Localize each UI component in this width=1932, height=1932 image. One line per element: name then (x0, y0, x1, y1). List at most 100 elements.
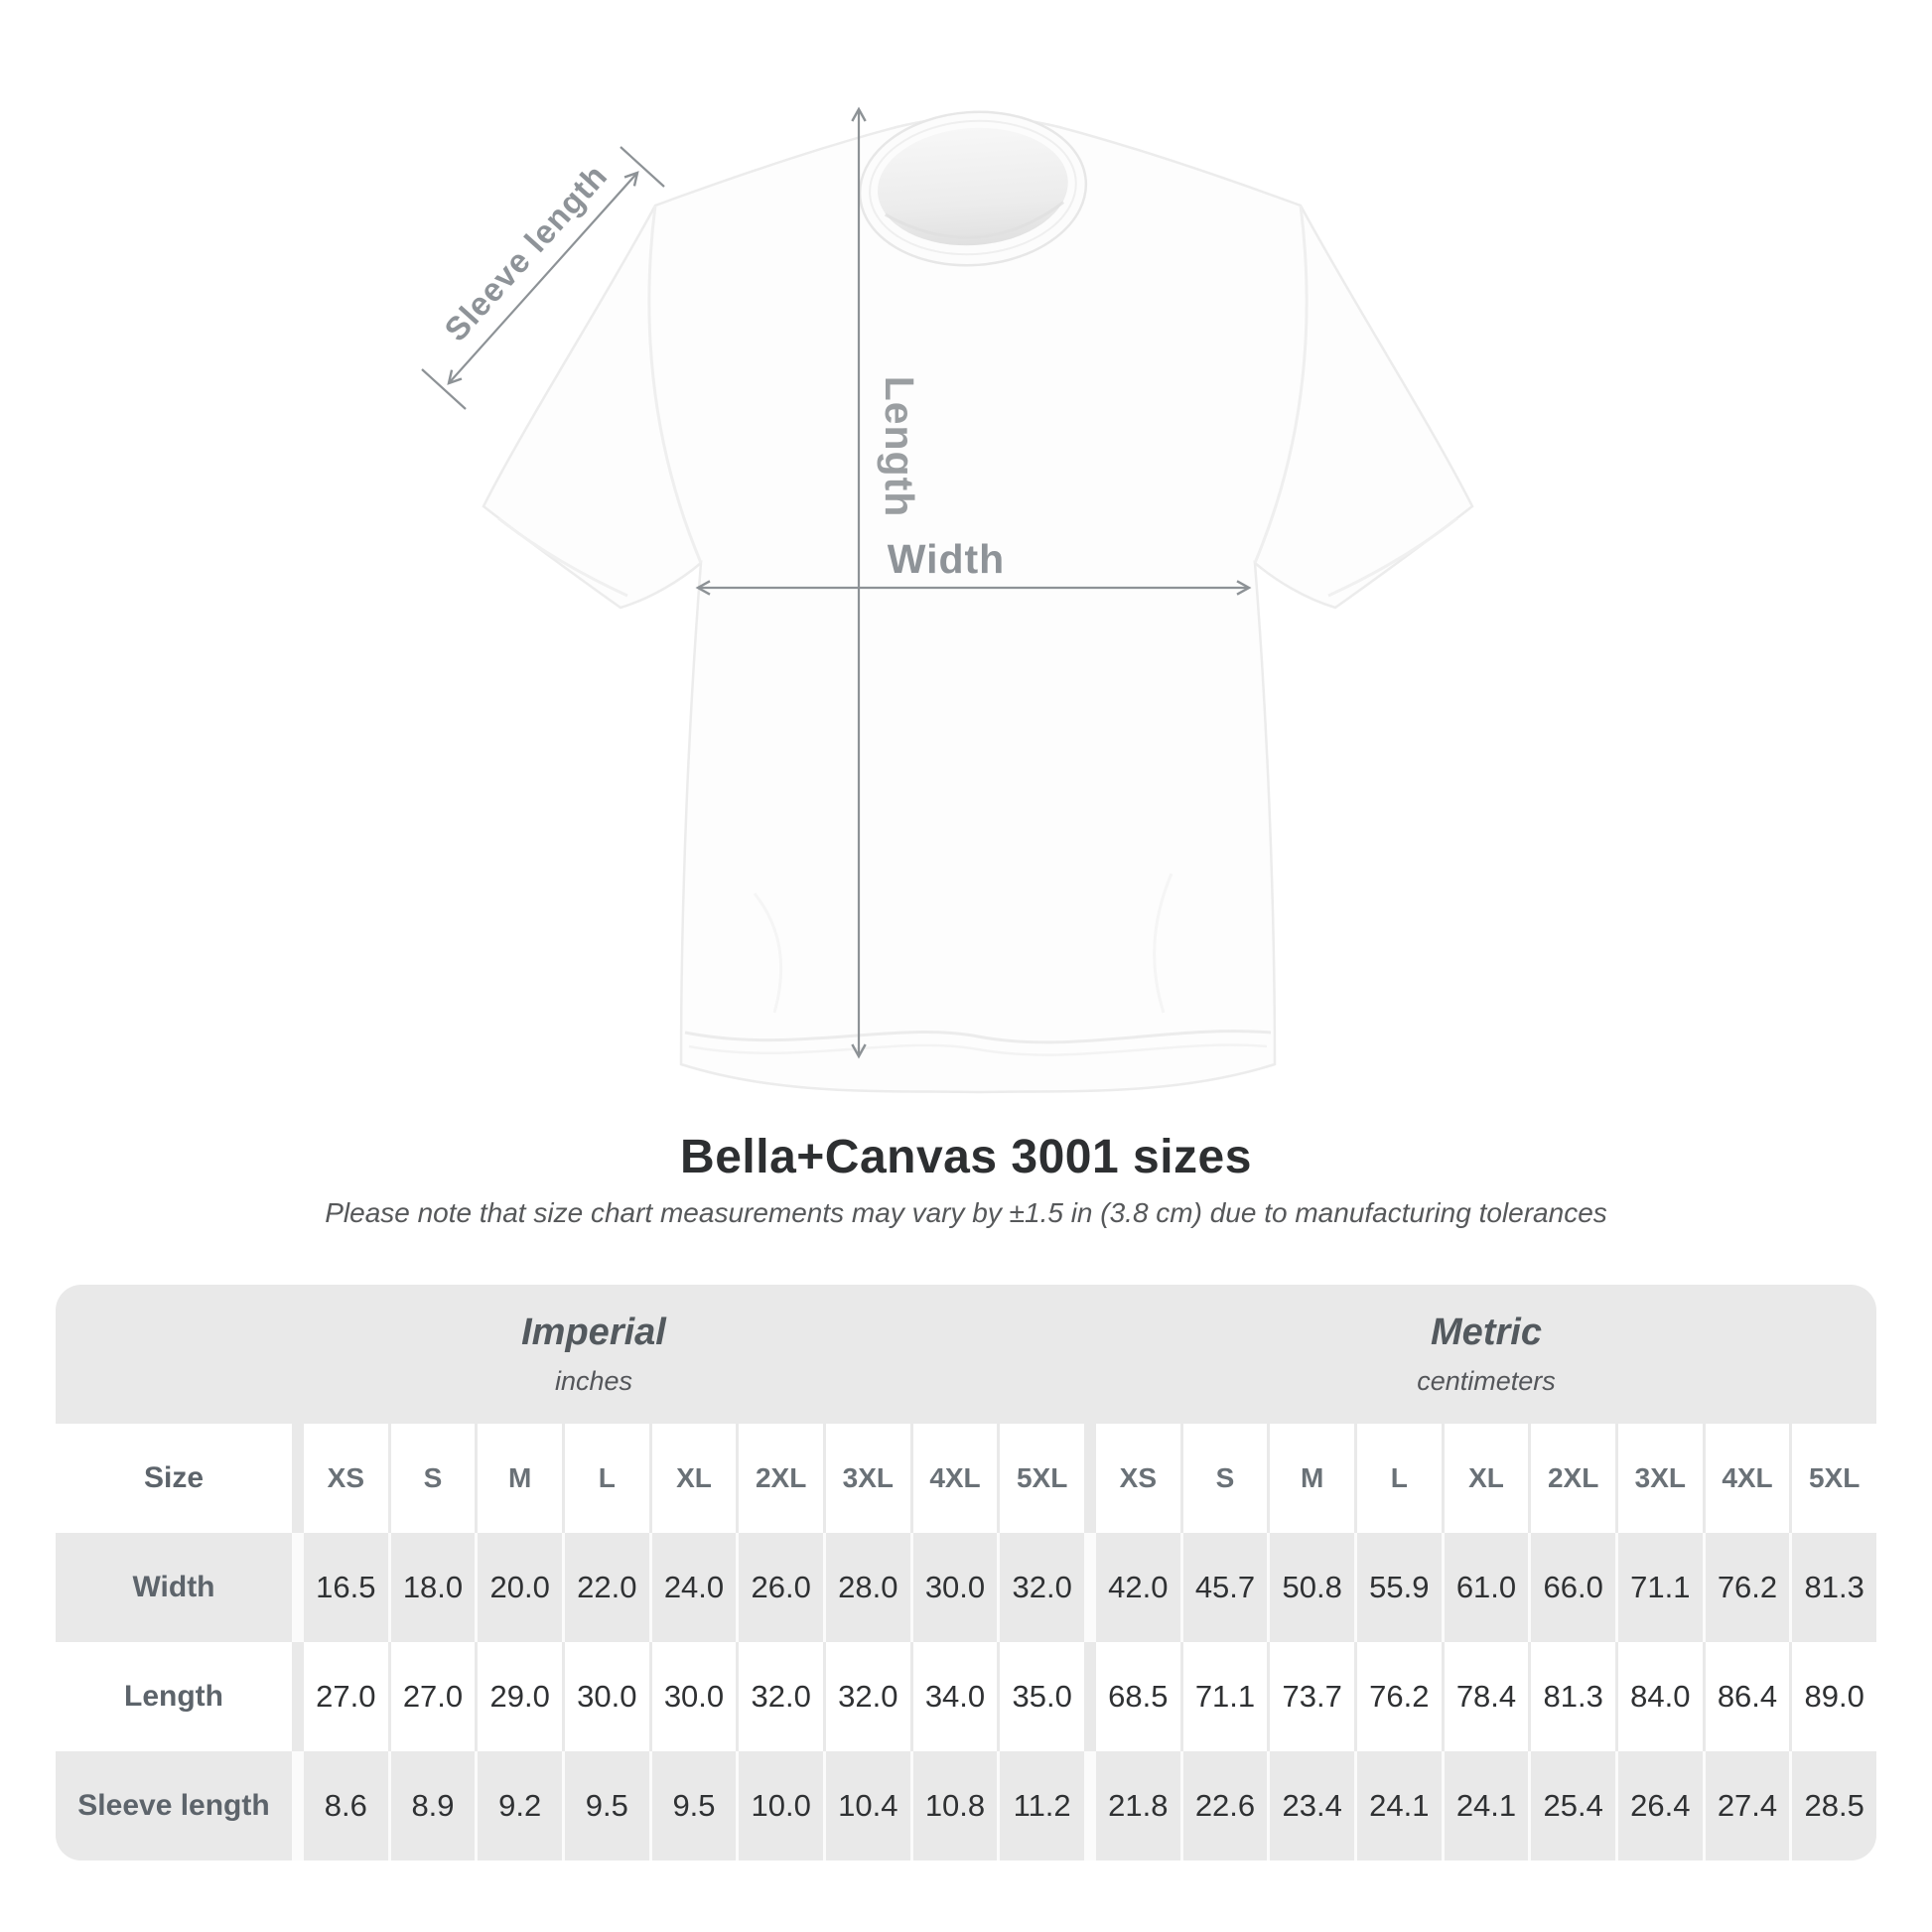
width-imperial-value: 28.0 (825, 1533, 910, 1642)
width-label: Width (888, 536, 1005, 582)
size-header-label: Size (56, 1424, 292, 1533)
width-metric-value: 55.9 (1356, 1533, 1442, 1642)
group-separator (1087, 1642, 1093, 1751)
sleeve-metric-value: 27.4 (1705, 1751, 1790, 1861)
sleeve-metric-value: 22.6 (1182, 1751, 1268, 1861)
sleeve-imperial-value: 9.5 (651, 1751, 737, 1861)
length-imperial-value: 32.0 (739, 1642, 823, 1751)
size-col-header: 2XL (1531, 1424, 1615, 1533)
unit-group-header-row: Imperial inches Metric centimeters (56, 1285, 1876, 1424)
column-separator (295, 1751, 301, 1861)
size-col-header: XL (651, 1424, 737, 1533)
width-imperial-value: 30.0 (912, 1533, 998, 1642)
width-metric-value: 45.7 (1182, 1533, 1268, 1642)
sleeve-arrow-tick-bottom (421, 368, 467, 410)
sleeve-imperial-value: 11.2 (1000, 1751, 1084, 1861)
table-row-sleeve-length: Sleeve length 8.6 8.9 9.2 9.5 9.5 10.0 1… (56, 1751, 1876, 1861)
size-col-header: L (1356, 1424, 1442, 1533)
width-metric-value: 66.0 (1531, 1533, 1615, 1642)
width-imperial-value: 24.0 (651, 1533, 737, 1642)
length-imperial-value: 30.0 (651, 1642, 737, 1751)
size-col-header: 3XL (1617, 1424, 1703, 1533)
length-imperial-value: 30.0 (564, 1642, 649, 1751)
sleeve-metric-value: 25.4 (1531, 1751, 1615, 1861)
size-header-row: Size XS S M L XL 2XL 3XL 4XL 5XL XS S M … (56, 1424, 1876, 1533)
column-separator (295, 1642, 301, 1751)
sleeve-imperial-value: 8.6 (304, 1751, 388, 1861)
width-metric-value: 61.0 (1444, 1533, 1529, 1642)
table-row-length: Length 27.0 27.0 29.0 30.0 30.0 32.0 32.… (56, 1642, 1876, 1751)
size-col-header: M (478, 1424, 562, 1533)
width-imperial-value: 22.0 (564, 1533, 649, 1642)
sleeve-metric-value: 24.1 (1444, 1751, 1529, 1861)
width-imperial-value: 16.5 (304, 1533, 388, 1642)
size-col-header: S (1182, 1424, 1268, 1533)
sleeve-imperial-value: 9.5 (564, 1751, 649, 1861)
imperial-group-header: Imperial inches (56, 1285, 1084, 1424)
width-metric-value: 42.0 (1095, 1533, 1180, 1642)
metric-unit: centimeters (1417, 1366, 1556, 1396)
row-label: Length (56, 1642, 292, 1751)
length-imperial-value: 27.0 (304, 1642, 388, 1751)
length-imperial-value: 32.0 (825, 1642, 910, 1751)
size-col-header: XS (304, 1424, 388, 1533)
column-separator (295, 1424, 301, 1533)
size-col-header: 3XL (825, 1424, 910, 1533)
width-metric-value: 76.2 (1705, 1533, 1790, 1642)
measurement-annotations (421, 106, 1252, 1059)
metric-label: Metric (1431, 1311, 1542, 1353)
size-col-header: L (564, 1424, 649, 1533)
imperial-label: Imperial (521, 1311, 666, 1353)
size-col-header: 2XL (739, 1424, 823, 1533)
imperial-unit: inches (554, 1366, 633, 1396)
group-separator (1087, 1424, 1093, 1533)
width-imperial-value: 20.0 (478, 1533, 562, 1642)
sleeve-metric-value: 23.4 (1270, 1751, 1354, 1861)
sleeve-metric-value: 21.8 (1095, 1751, 1180, 1861)
sleeve-metric-value: 28.5 (1792, 1751, 1876, 1861)
width-imperial-value: 18.0 (390, 1533, 476, 1642)
length-imperial-value: 34.0 (912, 1642, 998, 1751)
length-imperial-value: 35.0 (1000, 1642, 1084, 1751)
length-imperial-value: 27.0 (390, 1642, 476, 1751)
row-label: Sleeve length (56, 1751, 292, 1861)
length-metric-value: 68.5 (1095, 1642, 1180, 1751)
sleeve-length-arrow (447, 171, 639, 385)
size-col-header: XL (1444, 1424, 1529, 1533)
size-chart-table: Imperial inches Metric centimeters Size … (56, 1285, 1876, 1861)
metric-group-header: Metric centimeters (1096, 1285, 1876, 1424)
length-metric-value: 84.0 (1617, 1642, 1703, 1751)
size-col-header: 4XL (1705, 1424, 1790, 1533)
tshirt-body (482, 115, 1474, 1094)
sleeve-imperial-value: 10.4 (825, 1751, 910, 1861)
tshirt-graphic (482, 110, 1474, 1094)
width-imperial-value: 26.0 (739, 1533, 823, 1642)
length-metric-value: 76.2 (1356, 1642, 1442, 1751)
size-col-header: S (390, 1424, 476, 1533)
sleeve-imperial-value: 9.2 (478, 1751, 562, 1861)
length-metric-value: 81.3 (1531, 1642, 1615, 1751)
size-col-header: 5XL (1000, 1424, 1084, 1533)
sleeve-metric-value: 24.1 (1356, 1751, 1442, 1861)
length-metric-value: 86.4 (1705, 1642, 1790, 1751)
length-metric-value: 78.4 (1444, 1642, 1529, 1751)
length-imperial-value: 29.0 (478, 1642, 562, 1751)
width-metric-value: 81.3 (1792, 1533, 1876, 1642)
column-separator (295, 1533, 301, 1642)
length-metric-value: 71.1 (1182, 1642, 1268, 1751)
size-col-header: 5XL (1792, 1424, 1876, 1533)
page-title: Bella+Canvas 3001 sizes (680, 1131, 1252, 1183)
table-row-width: Width 16.5 18.0 20.0 22.0 24.0 26.0 28.0… (56, 1533, 1876, 1642)
sleeve-metric-value: 26.4 (1617, 1751, 1703, 1861)
length-metric-value: 73.7 (1270, 1642, 1354, 1751)
sleeve-arrow-tick-top (620, 146, 665, 188)
sleeve-length-label: Sleeve length (437, 157, 615, 348)
sleeve-imperial-value: 10.8 (912, 1751, 998, 1861)
width-metric-value: 71.1 (1617, 1533, 1703, 1642)
group-separator (1087, 1533, 1093, 1642)
width-metric-value: 50.8 (1270, 1533, 1354, 1642)
size-col-header: M (1270, 1424, 1354, 1533)
size-col-header: 4XL (912, 1424, 998, 1533)
sleeve-imperial-value: 8.9 (390, 1751, 476, 1861)
tshirt-measurement-diagram: Sleeve length Length Width (421, 106, 1474, 1094)
